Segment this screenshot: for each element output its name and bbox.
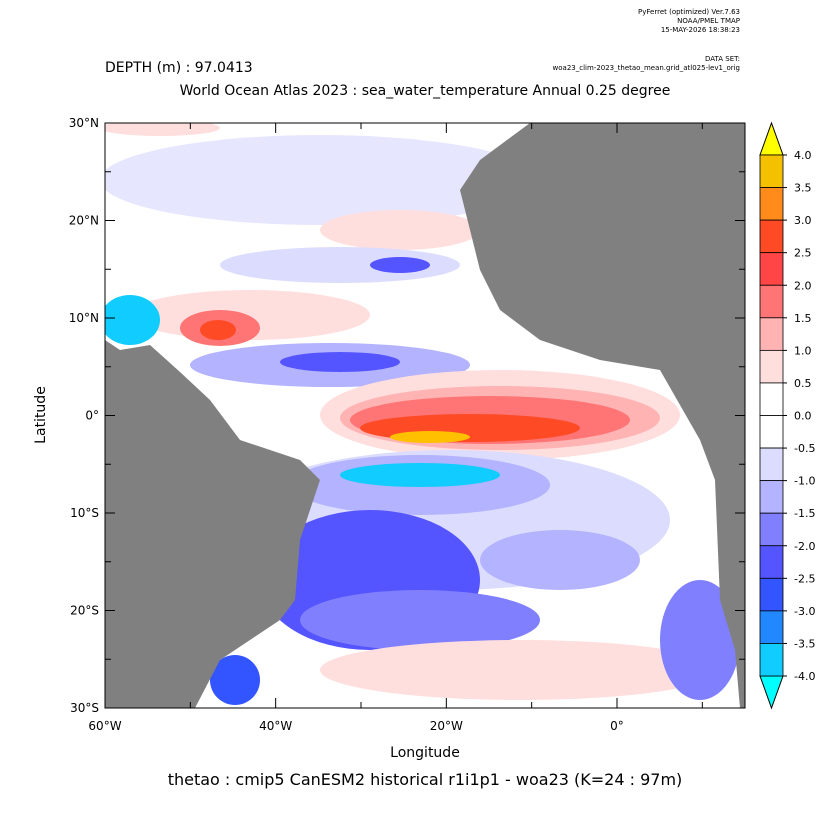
colorbar-swatch bbox=[759, 610, 784, 644]
depth: DEPTH (m) : 97.0413 bbox=[105, 60, 253, 76]
dataset-label: DATA SET: bbox=[705, 55, 740, 63]
field bbox=[105, 123, 745, 708]
colorbar-swatch bbox=[759, 545, 784, 579]
y-tick-label: 20°N bbox=[69, 214, 99, 228]
colorbar-label: 3.0 bbox=[794, 214, 812, 227]
colorbar-label: -1.5 bbox=[794, 507, 815, 520]
colorbar-over bbox=[759, 121, 784, 156]
y-tick-label: 30°S bbox=[70, 701, 99, 715]
colorbar-label: 3.5 bbox=[794, 182, 812, 195]
colorbar-label: -2.5 bbox=[794, 572, 815, 585]
colorbar-under bbox=[759, 675, 784, 710]
x-tick-label: 0° bbox=[610, 719, 624, 733]
colorbar-swatch bbox=[759, 577, 784, 612]
y-tick-label: 20°S bbox=[70, 604, 99, 618]
colorbar-label: -3.5 bbox=[794, 637, 815, 650]
colorbar-swatch bbox=[759, 480, 784, 514]
y-tick-label: 30°N bbox=[69, 116, 99, 130]
colorbar-swatch bbox=[759, 382, 784, 416]
land bbox=[105, 340, 320, 708]
colorbar-label: -3.0 bbox=[794, 605, 815, 618]
colorbar-label: -1.0 bbox=[794, 475, 815, 488]
colorbar-swatch bbox=[759, 415, 784, 449]
colorbar-swatch bbox=[759, 317, 784, 351]
title: World Ocean Atlas 2023 : sea_water_tempe… bbox=[180, 83, 671, 99]
org: NOAA/PMEL TMAP bbox=[677, 17, 740, 25]
colorbar-label: -2.0 bbox=[794, 540, 815, 553]
colorbar-label: 0.5 bbox=[794, 377, 812, 390]
colorbar-swatch bbox=[759, 643, 784, 677]
colorbar-swatch bbox=[759, 284, 784, 319]
colorbar-label: -0.5 bbox=[794, 442, 815, 455]
colorbar-label: 2.0 bbox=[794, 279, 812, 292]
x-tick-label: 20°W bbox=[430, 719, 463, 733]
y-tick-label: 10°S bbox=[70, 506, 99, 520]
colorbar-swatch bbox=[759, 187, 784, 221]
colorbar-swatch bbox=[759, 154, 784, 188]
land bbox=[460, 123, 745, 708]
y-axis-label: Latitude bbox=[33, 386, 49, 444]
colorbar-swatch bbox=[759, 349, 784, 384]
y-tick-label: 10°N bbox=[69, 311, 99, 325]
colorbar-swatch bbox=[759, 512, 784, 547]
colorbar-swatch bbox=[759, 219, 784, 254]
colorbar-label: 1.0 bbox=[794, 344, 812, 357]
colorbar-label: 1.5 bbox=[794, 312, 812, 325]
y-tick-label: 0° bbox=[85, 409, 99, 423]
footer: thetao : cmip5 CanESM2 historical r1i1p1… bbox=[168, 770, 683, 789]
colorbar-swatch bbox=[759, 447, 784, 482]
dataset: woa23_clim-2023_thetao_mean.grid_atl025-… bbox=[553, 64, 740, 72]
timestamp: 15-MAY-2026 18:38:23 bbox=[661, 26, 740, 34]
x-tick-label: 40°W bbox=[259, 719, 292, 733]
colorbar-swatch bbox=[759, 252, 784, 286]
colorbar-label: 0.0 bbox=[794, 410, 812, 423]
colorbar-label: 2.5 bbox=[794, 247, 812, 260]
x-axis-label: Longitude bbox=[390, 745, 460, 761]
colorbar-label: 4.0 bbox=[794, 149, 812, 162]
colorbar-label: -4.0 bbox=[794, 670, 815, 683]
software: PyFerret (optimized) Ver.7.63 bbox=[638, 8, 740, 16]
x-tick-label: 60°W bbox=[88, 719, 121, 733]
